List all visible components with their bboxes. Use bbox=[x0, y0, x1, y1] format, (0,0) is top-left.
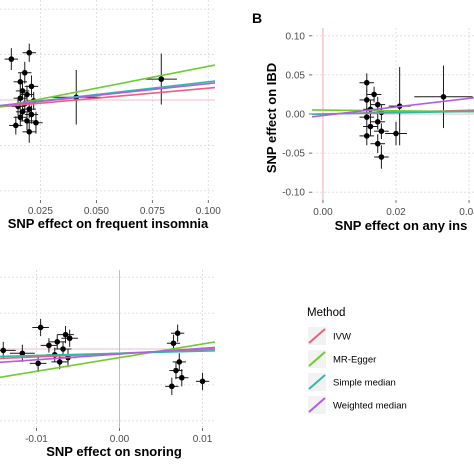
x-tick-label: 0.050 bbox=[84, 206, 109, 217]
y-tick-label: 0.00 bbox=[286, 110, 306, 121]
snp-point bbox=[363, 133, 370, 139]
y-tick-label: -0.05 bbox=[282, 149, 305, 160]
panel-b-x-ticks: 0.00 0.02 0.04 bbox=[313, 200, 474, 218]
panel-c-x-label: SNP effect on snoring bbox=[46, 444, 182, 459]
snp-point bbox=[19, 350, 26, 357]
snp-point bbox=[378, 128, 385, 134]
snp-point bbox=[24, 118, 30, 124]
panel-a-x-ticks: 0.025 0.050 0.075 0.100 bbox=[28, 200, 221, 217]
panel-b-label: B bbox=[252, 10, 262, 26]
snp-point bbox=[169, 383, 175, 390]
snp-point bbox=[33, 119, 39, 126]
snp-point bbox=[378, 154, 385, 160]
snp-point bbox=[440, 94, 447, 100]
method-legend: Method IVW MR-Egger Simple median Weighted … bbox=[307, 307, 407, 414]
regression-line-ivw bbox=[0, 86, 215, 108]
snp-point bbox=[176, 359, 183, 365]
legend-item-weighted-median: Weighted median bbox=[308, 396, 407, 414]
panel-a: 0.025 0.050 0.075 0.100 SNP effect on frequ… bbox=[0, 0, 221, 231]
snp-point bbox=[174, 330, 181, 337]
legend-item-mr-egger: MR-Egger bbox=[308, 350, 376, 368]
panel-a-x-label: SNP effect on frequent insomnia bbox=[8, 216, 209, 231]
snp-point bbox=[37, 324, 44, 331]
snp-point bbox=[371, 91, 377, 98]
snp-point bbox=[60, 346, 66, 352]
x-tick-label: -0.01 bbox=[25, 434, 48, 445]
x-tick-label: 0.01 bbox=[193, 434, 213, 445]
snp-point bbox=[363, 114, 370, 120]
snp-point bbox=[374, 101, 381, 108]
regression-line-simple-median bbox=[0, 350, 215, 358]
legend-key-line bbox=[308, 351, 326, 367]
snp-point bbox=[46, 342, 52, 349]
snp-point bbox=[17, 79, 24, 85]
legend-item-label: MR-Egger bbox=[333, 355, 376, 366]
snp-point bbox=[28, 111, 35, 118]
regression-line-mr-egger bbox=[0, 341, 215, 379]
panel-b-y-ticks: 0.10 0.05 0.00 -0.05 -0.10 bbox=[282, 31, 312, 199]
snp-point bbox=[17, 114, 24, 121]
x-tick-label: 0.100 bbox=[196, 206, 221, 217]
snp-point bbox=[35, 360, 41, 367]
legend-key-line bbox=[308, 397, 326, 413]
snp-point bbox=[26, 49, 33, 56]
snp-point bbox=[13, 122, 19, 129]
snp-point bbox=[19, 88, 26, 94]
legend-item-ivw: IVW bbox=[308, 327, 351, 345]
regression-line-weighted-median bbox=[312, 96, 474, 118]
snp-point bbox=[54, 339, 61, 345]
legend-item-label: IVW bbox=[333, 332, 351, 343]
snp-point bbox=[26, 129, 33, 135]
snp-point bbox=[19, 109, 26, 115]
panel-c: -0.01 0.00 0.01 SNP effect on snoring bbox=[0, 270, 215, 459]
x-tick-label: 0.00 bbox=[110, 434, 130, 445]
panel-b-x-label: SNP effect on any ins bbox=[335, 218, 468, 233]
x-tick-label: 0.04 bbox=[459, 207, 474, 218]
snp-point bbox=[62, 331, 69, 338]
y-tick-label: 0.05 bbox=[286, 70, 306, 81]
x-tick-label: 0.02 bbox=[386, 207, 406, 218]
snp-point bbox=[158, 76, 165, 82]
snp-point bbox=[0, 347, 7, 354]
legend-key-line bbox=[308, 374, 326, 390]
legend-item-label: Simple median bbox=[333, 378, 396, 389]
panel-b: B SNP effect on IBD 0.10 0.05 0.00 -0.05 -0.… bbox=[252, 10, 474, 233]
snp-point bbox=[363, 97, 370, 103]
y-tick-label: -0.10 bbox=[282, 188, 305, 199]
legend-item-simple-median: Simple median bbox=[308, 373, 396, 391]
snp-point bbox=[173, 367, 179, 374]
snp-point bbox=[363, 79, 370, 86]
snp-point bbox=[21, 69, 28, 76]
legend-title: Method bbox=[307, 307, 345, 319]
snp-point bbox=[56, 359, 63, 365]
snp-point bbox=[17, 95, 24, 101]
panel-b-y-label: SNP effect on IBD bbox=[264, 63, 279, 173]
regression-line-weighted-median bbox=[0, 82, 215, 107]
snp-point bbox=[374, 119, 381, 125]
panel-a-plot-area bbox=[0, 0, 215, 200]
x-tick-label: 0.00 bbox=[313, 207, 333, 218]
x-tick-label: 0.075 bbox=[140, 206, 165, 217]
regression-line-weighted-median bbox=[0, 346, 215, 364]
snp-point bbox=[374, 140, 381, 147]
snp-point bbox=[24, 91, 30, 98]
panel-c-plot-area bbox=[0, 270, 215, 428]
snp-point bbox=[8, 56, 15, 62]
y-tick-label: 0.10 bbox=[286, 31, 306, 42]
snp-point bbox=[170, 340, 177, 347]
snp-point bbox=[367, 123, 374, 130]
snp-point bbox=[66, 335, 73, 342]
panel-c-x-ticks: -0.01 0.00 0.01 bbox=[25, 428, 213, 445]
x-tick-label: 0.025 bbox=[28, 206, 53, 217]
snp-point bbox=[199, 378, 206, 385]
snp-point bbox=[26, 106, 33, 112]
legend-key-line bbox=[308, 328, 326, 344]
legend-items: IVW MR-Egger Simple median Weighted median bbox=[308, 327, 407, 414]
snp-point bbox=[393, 130, 399, 137]
legend-item-label: Weighted median bbox=[333, 401, 407, 412]
panel-b-plot-area bbox=[312, 28, 474, 200]
snp-point bbox=[28, 83, 35, 90]
snp-point bbox=[178, 374, 185, 381]
